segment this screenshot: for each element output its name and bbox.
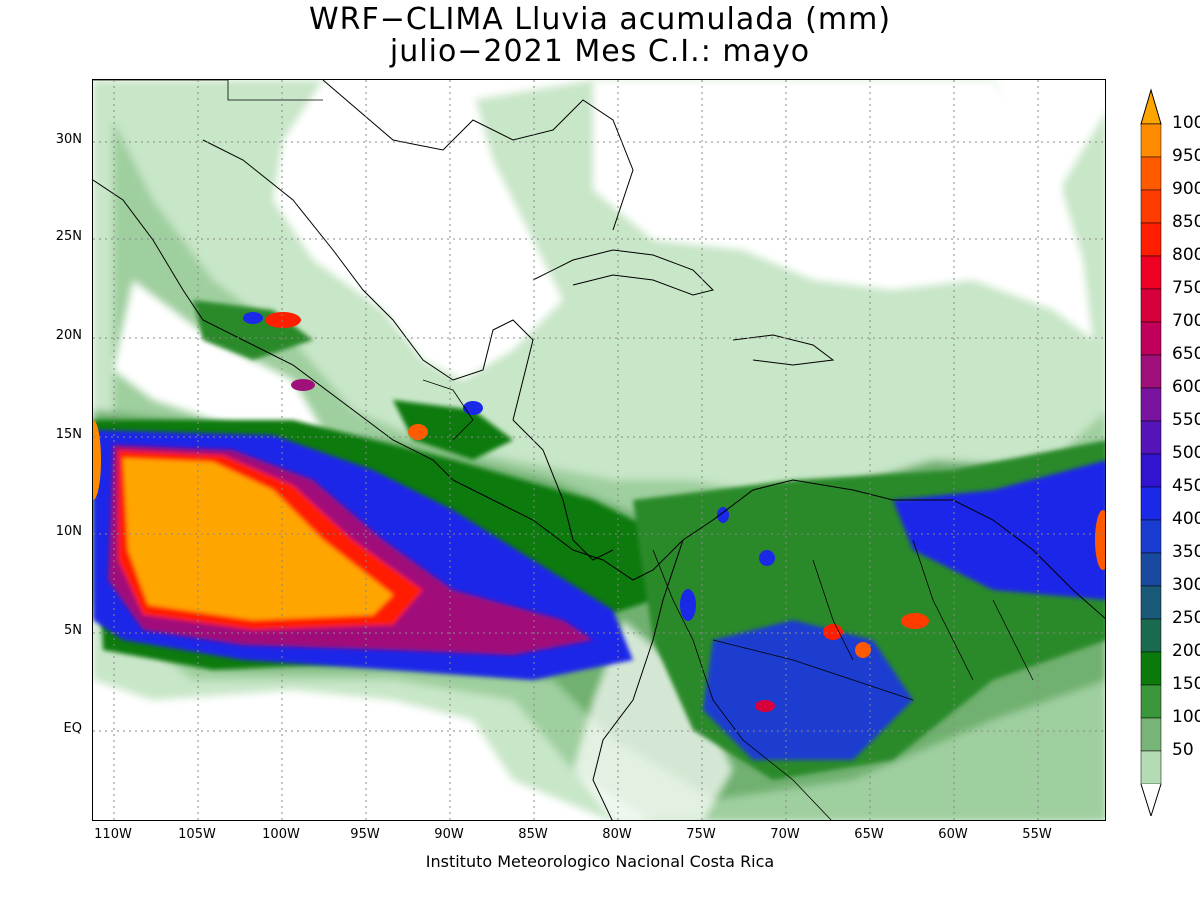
colorbar-label: 750 (1172, 278, 1200, 298)
colorbar-label: 600 (1172, 377, 1200, 397)
colorbar-swatch (1140, 156, 1162, 191)
colorbar-label: 650 (1172, 344, 1200, 364)
dry-areas (113, 80, 1093, 820)
colorbar-swatch (1140, 519, 1162, 554)
colorbar-swatch (1140, 222, 1162, 257)
lat-label-30n: 30N (55, 132, 82, 147)
colorbar-label: 100 (1172, 707, 1200, 727)
lat-label-15n: 15N (55, 427, 82, 442)
colorbar-label: 200 (1172, 641, 1200, 661)
colorbar-swatch (1140, 486, 1162, 521)
credit-text: Instituto Meteorologico Nacional Costa R… (425, 852, 775, 871)
graticule (93, 80, 1105, 820)
colorbar-swatch (1140, 453, 1162, 488)
colorbar-swatch (1140, 387, 1162, 422)
lat-label-10n: 10N (55, 524, 82, 539)
colorbar-swatch (1140, 123, 1162, 158)
colorbar-label: 300 (1172, 575, 1200, 595)
map-subtitle: julio−2021 Mes C.I.: mayo (389, 34, 811, 69)
lon-label-65w: 65W (854, 827, 884, 842)
colorbar-swatch (1140, 288, 1162, 323)
colorbar-label: 550 (1172, 410, 1200, 430)
colorbar-swatch (1140, 750, 1162, 785)
colorbar-label: 50 (1172, 740, 1194, 760)
colorbar-swatch (1140, 585, 1162, 620)
lon-label-80w: 80W (602, 827, 632, 842)
rainfall-field (93, 80, 1105, 820)
colorbar-label: 800 (1172, 245, 1200, 265)
colorbar-swatch (1140, 321, 1162, 356)
lon-label-105w: 105W (178, 827, 216, 842)
lat-label-eq: EQ (63, 721, 82, 736)
colorbar-boxes (1140, 123, 1162, 785)
colorbar-label: 950 (1172, 146, 1200, 166)
lon-label-70w: 70W (770, 827, 800, 842)
lat-label-5n: 5N (64, 623, 82, 638)
lon-label-55w: 55W (1022, 827, 1052, 842)
lat-label-20n: 20N (55, 328, 82, 343)
colorbar (1140, 88, 1162, 816)
colorbar-swatch (1140, 684, 1162, 719)
coastlines (93, 80, 1105, 820)
colorbar-swatch (1140, 354, 1162, 389)
lat-label-25n: 25N (55, 229, 82, 244)
lon-label-100w: 100W (262, 827, 300, 842)
colorbar-swatch (1140, 255, 1162, 290)
colorbar-label: 450 (1172, 476, 1200, 496)
lon-label-85w: 85W (518, 827, 548, 842)
colorbar-label: 850 (1172, 212, 1200, 232)
map-title: WRF−CLIMA Lluvia acumulada (mm) (308, 2, 892, 37)
lon-label-75w: 75W (686, 827, 716, 842)
lon-label-90w: 90W (434, 827, 464, 842)
colorbar-label: 400 (1172, 509, 1200, 529)
precipitation-map (92, 79, 1106, 821)
lon-label-60w: 60W (938, 827, 968, 842)
colorbar-label: 700 (1172, 311, 1200, 331)
colorbar-label: 900 (1172, 179, 1200, 199)
colorbar-swatch (1140, 552, 1162, 587)
colorbar-top-arrow (1140, 88, 1162, 125)
colorbar-label: 1000 (1172, 113, 1200, 133)
colorbar-label: 500 (1172, 443, 1200, 463)
colorbar-label: 150 (1172, 674, 1200, 694)
colorbar-bottom-arrow (1140, 783, 1162, 816)
rain-extreme-core (108, 445, 593, 655)
colorbar-swatch (1140, 189, 1162, 224)
colorbar-swatch (1140, 420, 1162, 455)
country-borders (93, 80, 1034, 820)
lon-label-95w: 95W (350, 827, 380, 842)
colorbar-label: 350 (1172, 542, 1200, 562)
colorbar-swatch (1140, 717, 1162, 752)
colorbar-swatch (1140, 651, 1162, 686)
colorbar-label: 250 (1172, 608, 1200, 628)
rain-cells (93, 312, 1105, 712)
colorbar-swatch (1140, 618, 1162, 653)
lon-label-110w: 110W (94, 827, 132, 842)
